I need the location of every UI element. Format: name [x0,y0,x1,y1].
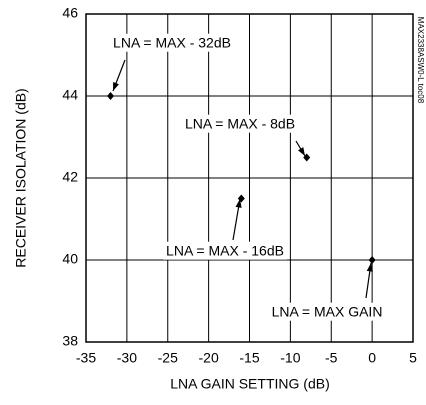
y-tick-label: 42 [62,169,78,185]
annotation-bg [110,33,234,52]
point [107,92,115,100]
side-note: MAX2338ASW0-L toc08 [416,17,425,104]
x-tick-label: 5 [409,350,417,366]
y-tick-label: 46 [62,5,78,21]
x-tick-label: -10 [280,350,300,366]
arrow-head [113,82,119,91]
y-tick-label: 38 [62,333,78,349]
y-tick-label: 40 [62,251,78,267]
annotation: LNA = MAX - 16dB [166,243,284,259]
x-axis-label: LNA GAIN SETTING (dB) [170,376,329,392]
x-tick-label: -20 [199,350,219,366]
annotation-bg [181,114,299,133]
annotation-bg [268,302,386,321]
y-tick-label: 44 [62,87,78,103]
point [368,256,376,264]
x-tick-label: -15 [239,350,259,366]
arrow-head [235,199,242,208]
annotation: LNA = MAX GAIN [272,304,383,320]
x-tick-label: -35 [76,350,96,366]
x-tick-label: -5 [325,350,338,366]
x-tick-label: -25 [158,350,178,366]
arrow-head [298,147,305,156]
annotation: LNA = MAX - 32dB [113,35,231,51]
point [303,153,311,162]
y-axis-label: RECEIVER ISOLATION (dB) [13,88,29,267]
x-tick-label: -30 [117,350,137,366]
annotation-bg [163,241,287,260]
annotation: LNA = MAX - 8dB [185,116,295,132]
x-tick-label: 0 [368,350,376,366]
arrow-head [366,263,373,272]
point [237,194,245,203]
plot-frame [85,13,414,343]
